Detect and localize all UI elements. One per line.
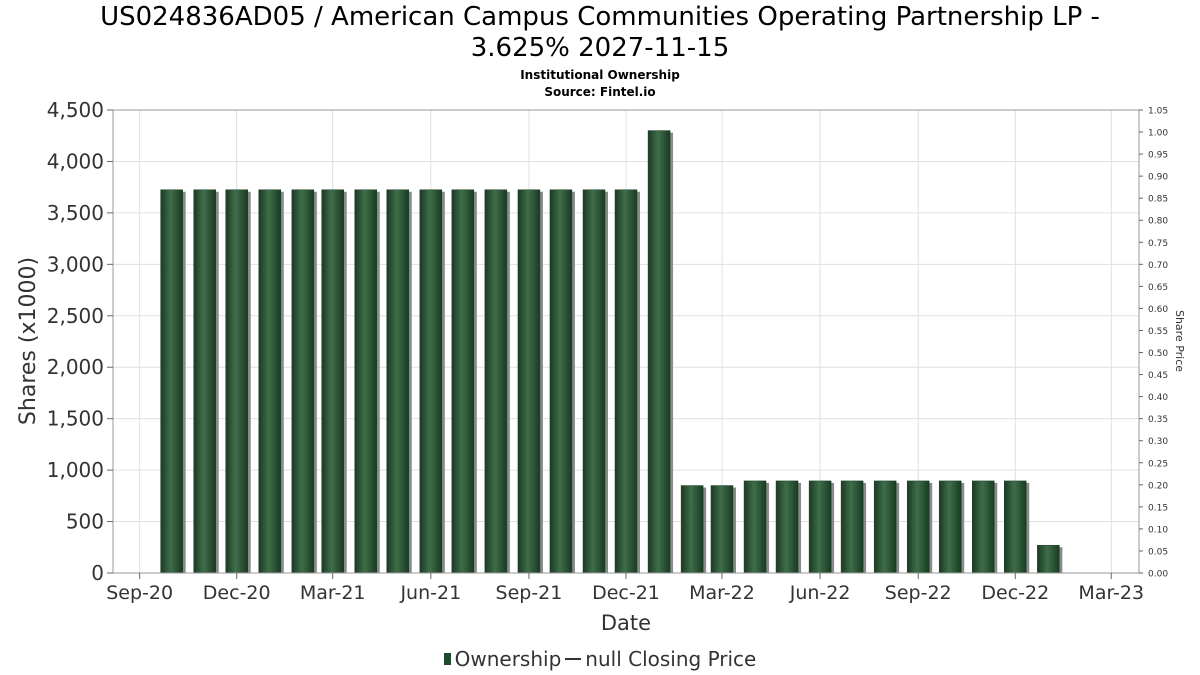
ownership-bar xyxy=(258,189,282,574)
y2-tick-label: 0.70 xyxy=(1148,261,1168,271)
ownership-bar xyxy=(451,189,475,574)
y-tick-label: 2,500 xyxy=(47,304,104,328)
ownership-bar xyxy=(1037,544,1060,574)
y2-tick-label: 0.55 xyxy=(1148,327,1168,337)
price-legend-line xyxy=(565,658,582,660)
ownership-bar xyxy=(419,189,443,574)
ownership-bar xyxy=(386,189,410,574)
y2-tick-label: 0.60 xyxy=(1148,305,1168,315)
y2-tick-label: 0.45 xyxy=(1148,371,1168,381)
y2-tick-label: 0.00 xyxy=(1148,570,1168,580)
y-tick-label: 4,000 xyxy=(47,149,104,173)
ownership-legend-label: Ownership xyxy=(454,647,562,671)
y2-tick-label: 0.65 xyxy=(1148,283,1168,293)
y-tick-label: 3,500 xyxy=(47,201,104,225)
y-tick-label: 2,000 xyxy=(47,355,104,379)
y-tick-label: 1,000 xyxy=(47,458,104,482)
ownership-bar xyxy=(160,189,183,574)
x-tick-label: Sep-22 xyxy=(885,582,952,604)
y2-tick-label: 0.25 xyxy=(1148,459,1168,469)
x-tick-label: Sep-20 xyxy=(106,582,173,604)
chart-source: Source: Fintel.io xyxy=(544,85,656,99)
chart-title-line1: US024836AD05 / American Campus Communiti… xyxy=(100,2,1100,32)
y-axis-label: Shares (x1000) xyxy=(16,257,41,425)
ownership-bar xyxy=(743,480,767,574)
chart-subtitle: Institutional Ownership xyxy=(520,68,680,82)
x-tick-label: Mar-21 xyxy=(300,582,366,604)
ownership-bar xyxy=(840,480,864,574)
y2-tick-label: 0.05 xyxy=(1148,547,1168,557)
y2-tick-label: 0.75 xyxy=(1148,239,1168,249)
axes: 0 500 1,000 1,500 2,000 2,500 3,000 3,500 4,000 4… xyxy=(47,98,1169,604)
y2-tick-label: 1.05 xyxy=(1148,107,1168,117)
x-tick-label: Dec-21 xyxy=(592,582,660,604)
ownership-bar xyxy=(710,485,734,574)
x-tick-label: Sep-21 xyxy=(496,582,563,604)
ownership-bar xyxy=(906,480,930,574)
ownership-bar xyxy=(938,480,962,574)
ownership-bar xyxy=(614,189,638,574)
legend: Ownership null Closing Price xyxy=(0,647,1200,671)
y2-tick-label: 0.85 xyxy=(1148,195,1168,205)
y-tick-label: 1,500 xyxy=(47,407,104,431)
y2-tick-label: 0.90 xyxy=(1148,173,1168,183)
y2-axis-label: Share Price xyxy=(1173,310,1186,372)
y-tick-label: 500 xyxy=(66,510,104,534)
y2-tick-label: 0.50 xyxy=(1148,349,1168,359)
ownership-bar xyxy=(225,189,248,574)
y2-tick-label: 0.95 xyxy=(1148,151,1168,161)
y2-tick-label: 0.20 xyxy=(1148,481,1168,491)
y-tick-label: 3,000 xyxy=(47,252,104,276)
ownership-bar xyxy=(484,189,508,574)
x-tick-label: Dec-22 xyxy=(981,582,1049,604)
ownership-bar xyxy=(582,189,606,574)
price-legend-label: null Closing Price xyxy=(585,647,757,671)
y-tick-label: 0 xyxy=(91,561,104,585)
bars xyxy=(160,130,1063,574)
ownership-bar xyxy=(647,130,671,574)
ownership-bar xyxy=(1004,480,1027,574)
chart-title-line2: 3.625% 2027-11-15 xyxy=(470,33,730,63)
y2-tick-label: 0.15 xyxy=(1148,503,1168,513)
chart-title: US024836AD05 / American Campus Communiti… xyxy=(0,2,1200,64)
y2-tick-label: 0.35 xyxy=(1148,415,1168,425)
ownership-bar xyxy=(291,189,315,574)
x-tick-label: Mar-22 xyxy=(689,582,755,604)
x-tick-label: Jun-21 xyxy=(399,582,461,604)
x-tick-label: Mar-23 xyxy=(1078,582,1144,604)
y-tick-label: 4,500 xyxy=(47,98,104,122)
y2-tick-label: 0.80 xyxy=(1148,217,1168,227)
ownership-bar xyxy=(321,189,344,574)
x-tick-label: Dec-20 xyxy=(203,582,271,604)
y2-tick-label: 0.40 xyxy=(1148,393,1168,403)
ownership-bar xyxy=(517,189,541,574)
x-tick-label: Jun-22 xyxy=(789,582,851,604)
y2-tick-label: 1.00 xyxy=(1148,129,1168,139)
ownership-bar xyxy=(808,480,832,574)
ownership-bar xyxy=(354,189,378,574)
ownership-bar xyxy=(775,480,799,574)
ownership-bar xyxy=(680,485,704,574)
ownership-bar xyxy=(193,189,216,574)
x-axis-label: Date xyxy=(601,611,651,635)
y2-tick-label: 0.30 xyxy=(1148,437,1168,447)
y2-tick-label: 0.10 xyxy=(1148,525,1168,535)
ownership-legend-swatch xyxy=(443,653,451,665)
ownership-bar xyxy=(549,189,573,574)
ownership-bar xyxy=(972,480,995,574)
ownership-bar xyxy=(873,480,897,574)
